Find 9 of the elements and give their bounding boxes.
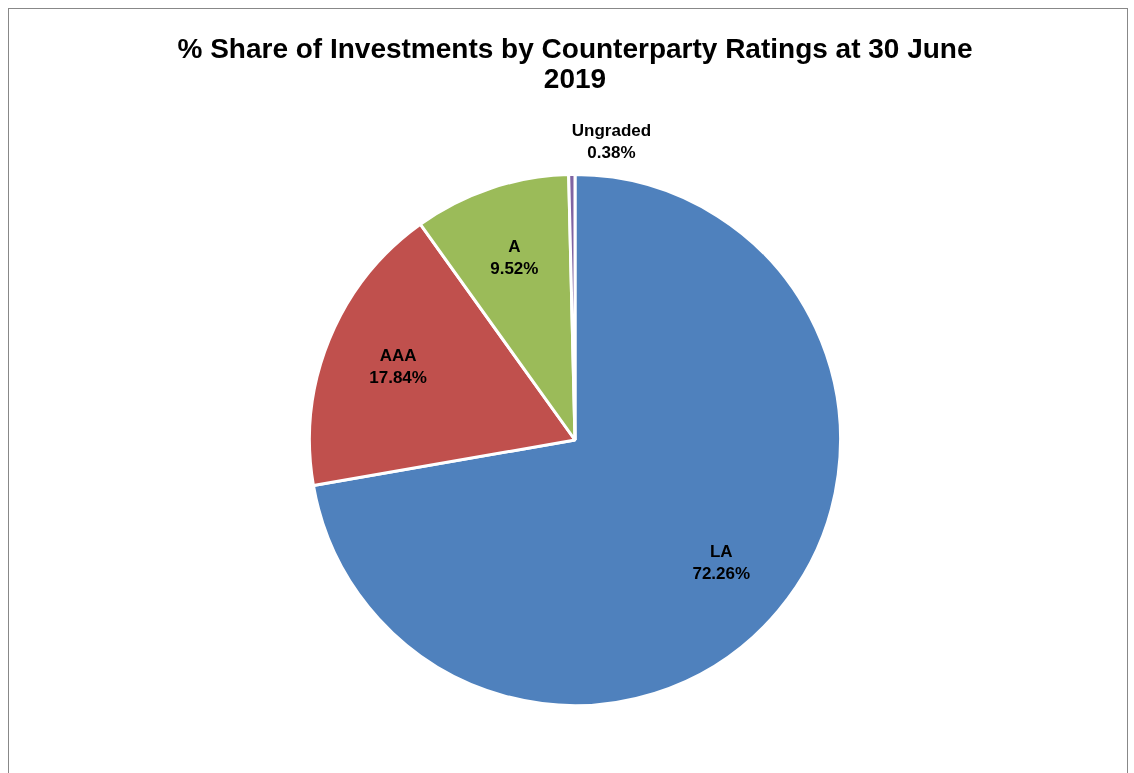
slice-label: A [508, 237, 521, 257]
slice-label: AAA [379, 346, 417, 366]
slice-label: LA [709, 541, 733, 561]
slice-label: Ungraded [571, 121, 652, 141]
data-label: 9.52% [490, 259, 539, 279]
data-label: 0.38% [587, 143, 636, 163]
data-label: 72.26% [692, 563, 751, 583]
chart-title: % Share of Investments by Counterparty Ratings at 30 June 2019 [176, 33, 974, 94]
data-label: 17.84% [369, 368, 427, 388]
